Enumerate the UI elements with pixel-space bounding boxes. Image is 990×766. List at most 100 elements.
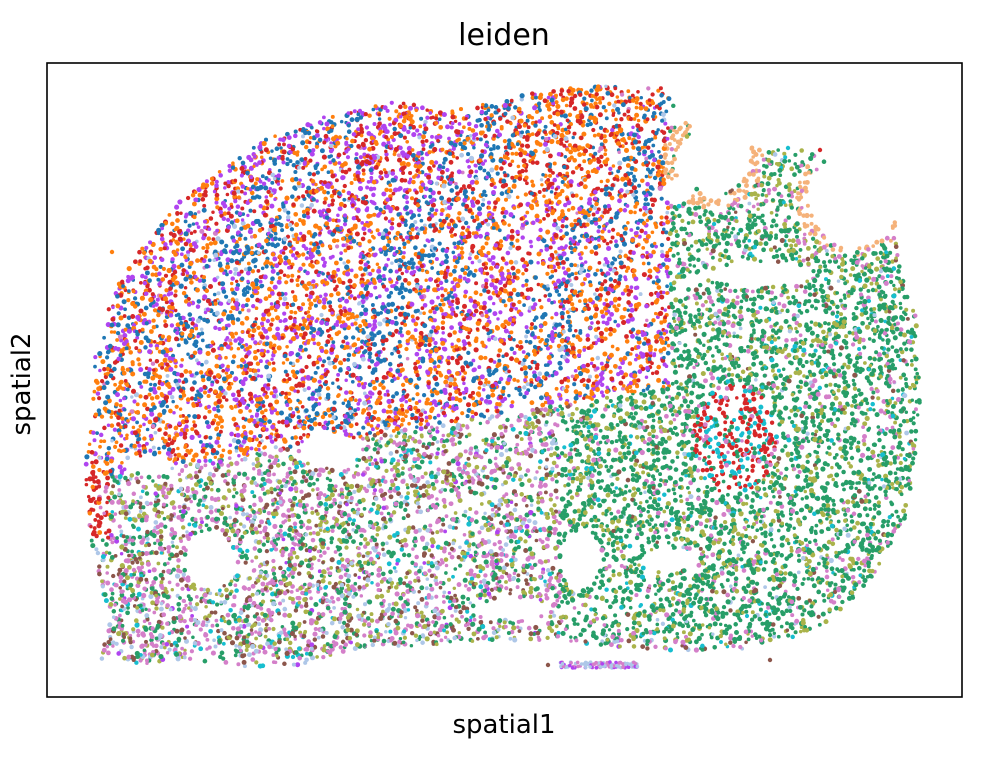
scatter-point bbox=[242, 471, 248, 477]
scatter-point bbox=[310, 506, 314, 511]
scatter-point bbox=[617, 160, 623, 166]
scatter-point bbox=[371, 501, 376, 506]
scatter-point bbox=[344, 545, 349, 550]
scatter-point bbox=[454, 181, 458, 186]
scatter-point bbox=[388, 372, 393, 378]
scatter-point bbox=[751, 204, 756, 209]
scatter-point bbox=[274, 315, 281, 321]
scatter-point bbox=[317, 422, 322, 427]
scatter-point bbox=[241, 624, 247, 629]
scatter-point bbox=[470, 186, 476, 192]
scatter-point bbox=[278, 601, 282, 606]
scatter-point bbox=[109, 423, 115, 428]
scatter-point bbox=[515, 344, 520, 349]
scatter-point bbox=[466, 456, 471, 461]
scatter-point bbox=[686, 507, 691, 511]
scatter-point bbox=[876, 510, 882, 516]
scatter-point bbox=[332, 643, 337, 648]
scatter-point bbox=[553, 370, 559, 376]
scatter-point bbox=[315, 199, 319, 203]
scatter-point bbox=[125, 610, 130, 616]
scatter-point bbox=[592, 133, 597, 138]
scatter-point bbox=[264, 548, 270, 554]
scatter-point bbox=[585, 337, 591, 342]
scatter-point bbox=[820, 466, 826, 472]
scatter-point bbox=[428, 259, 433, 264]
scatter-point bbox=[894, 276, 899, 280]
scatter-point bbox=[876, 284, 882, 290]
scatter-point bbox=[673, 297, 679, 303]
scatter-point bbox=[767, 637, 773, 643]
scatter-point bbox=[512, 637, 518, 643]
scatter-point bbox=[414, 341, 419, 345]
scatter-point bbox=[234, 243, 240, 249]
scatter-point bbox=[650, 424, 656, 430]
scatter-point bbox=[353, 321, 358, 326]
scatter-point bbox=[134, 622, 140, 628]
scatter-point bbox=[512, 351, 517, 355]
scatter-point bbox=[263, 408, 268, 413]
scatter-point bbox=[872, 503, 878, 508]
scatter-point bbox=[749, 442, 753, 447]
scatter-point bbox=[186, 630, 191, 635]
scatter-point bbox=[809, 330, 815, 336]
scatter-point bbox=[875, 529, 881, 535]
scatter-point bbox=[341, 280, 346, 285]
scatter-point bbox=[722, 541, 727, 546]
scatter-point bbox=[247, 576, 252, 581]
scatter-point bbox=[854, 305, 859, 311]
scatter-point bbox=[613, 457, 618, 462]
scatter-point bbox=[653, 644, 658, 649]
scatter-point bbox=[182, 618, 187, 624]
scatter-point bbox=[326, 271, 330, 276]
scatter-point bbox=[595, 355, 601, 361]
scatter-point bbox=[666, 343, 671, 348]
scatter-point bbox=[154, 267, 159, 272]
scatter-point bbox=[186, 506, 191, 511]
scatter-point bbox=[582, 184, 588, 190]
scatter-point bbox=[208, 387, 213, 392]
scatter-point bbox=[552, 177, 558, 183]
scatter-point bbox=[601, 533, 606, 538]
scatter-point bbox=[246, 279, 250, 284]
scatter-point bbox=[856, 556, 861, 562]
scatter-point bbox=[346, 366, 351, 371]
scatter-point bbox=[559, 113, 564, 118]
scatter-point bbox=[782, 377, 787, 382]
scatter-point bbox=[462, 532, 467, 537]
scatter-point bbox=[735, 334, 740, 339]
scatter-point bbox=[152, 382, 158, 387]
scatter-point bbox=[281, 361, 286, 365]
scatter-point bbox=[94, 475, 98, 479]
scatter-point bbox=[726, 485, 732, 490]
scatter-point bbox=[135, 471, 141, 476]
scatter-point bbox=[290, 654, 296, 660]
scatter-point bbox=[270, 180, 275, 185]
scatter-point bbox=[398, 311, 404, 317]
scatter-point bbox=[352, 489, 357, 494]
scatter-point bbox=[252, 546, 258, 551]
scatter-point bbox=[892, 283, 896, 288]
scatter-point bbox=[344, 298, 350, 304]
scatter-point bbox=[271, 361, 276, 365]
scatter-point bbox=[732, 331, 736, 335]
scatter-point bbox=[468, 450, 473, 456]
scatter-point bbox=[179, 252, 184, 257]
scatter-point bbox=[744, 439, 750, 445]
scatter-point bbox=[369, 331, 374, 337]
scatter-point bbox=[524, 339, 529, 344]
scatter-point bbox=[368, 271, 373, 277]
scatter-point bbox=[797, 469, 802, 474]
scatter-point bbox=[776, 456, 782, 461]
scatter-point bbox=[118, 586, 122, 590]
scatter-point bbox=[419, 596, 425, 602]
scatter-point bbox=[361, 425, 366, 430]
scatter-point bbox=[890, 259, 895, 264]
scatter-point bbox=[490, 507, 495, 512]
scatter-point bbox=[264, 394, 270, 400]
scatter-point bbox=[175, 582, 180, 587]
scatter-point bbox=[720, 352, 724, 357]
scatter-point bbox=[704, 467, 710, 473]
scatter-point bbox=[780, 448, 785, 453]
scatter-point bbox=[551, 460, 557, 466]
